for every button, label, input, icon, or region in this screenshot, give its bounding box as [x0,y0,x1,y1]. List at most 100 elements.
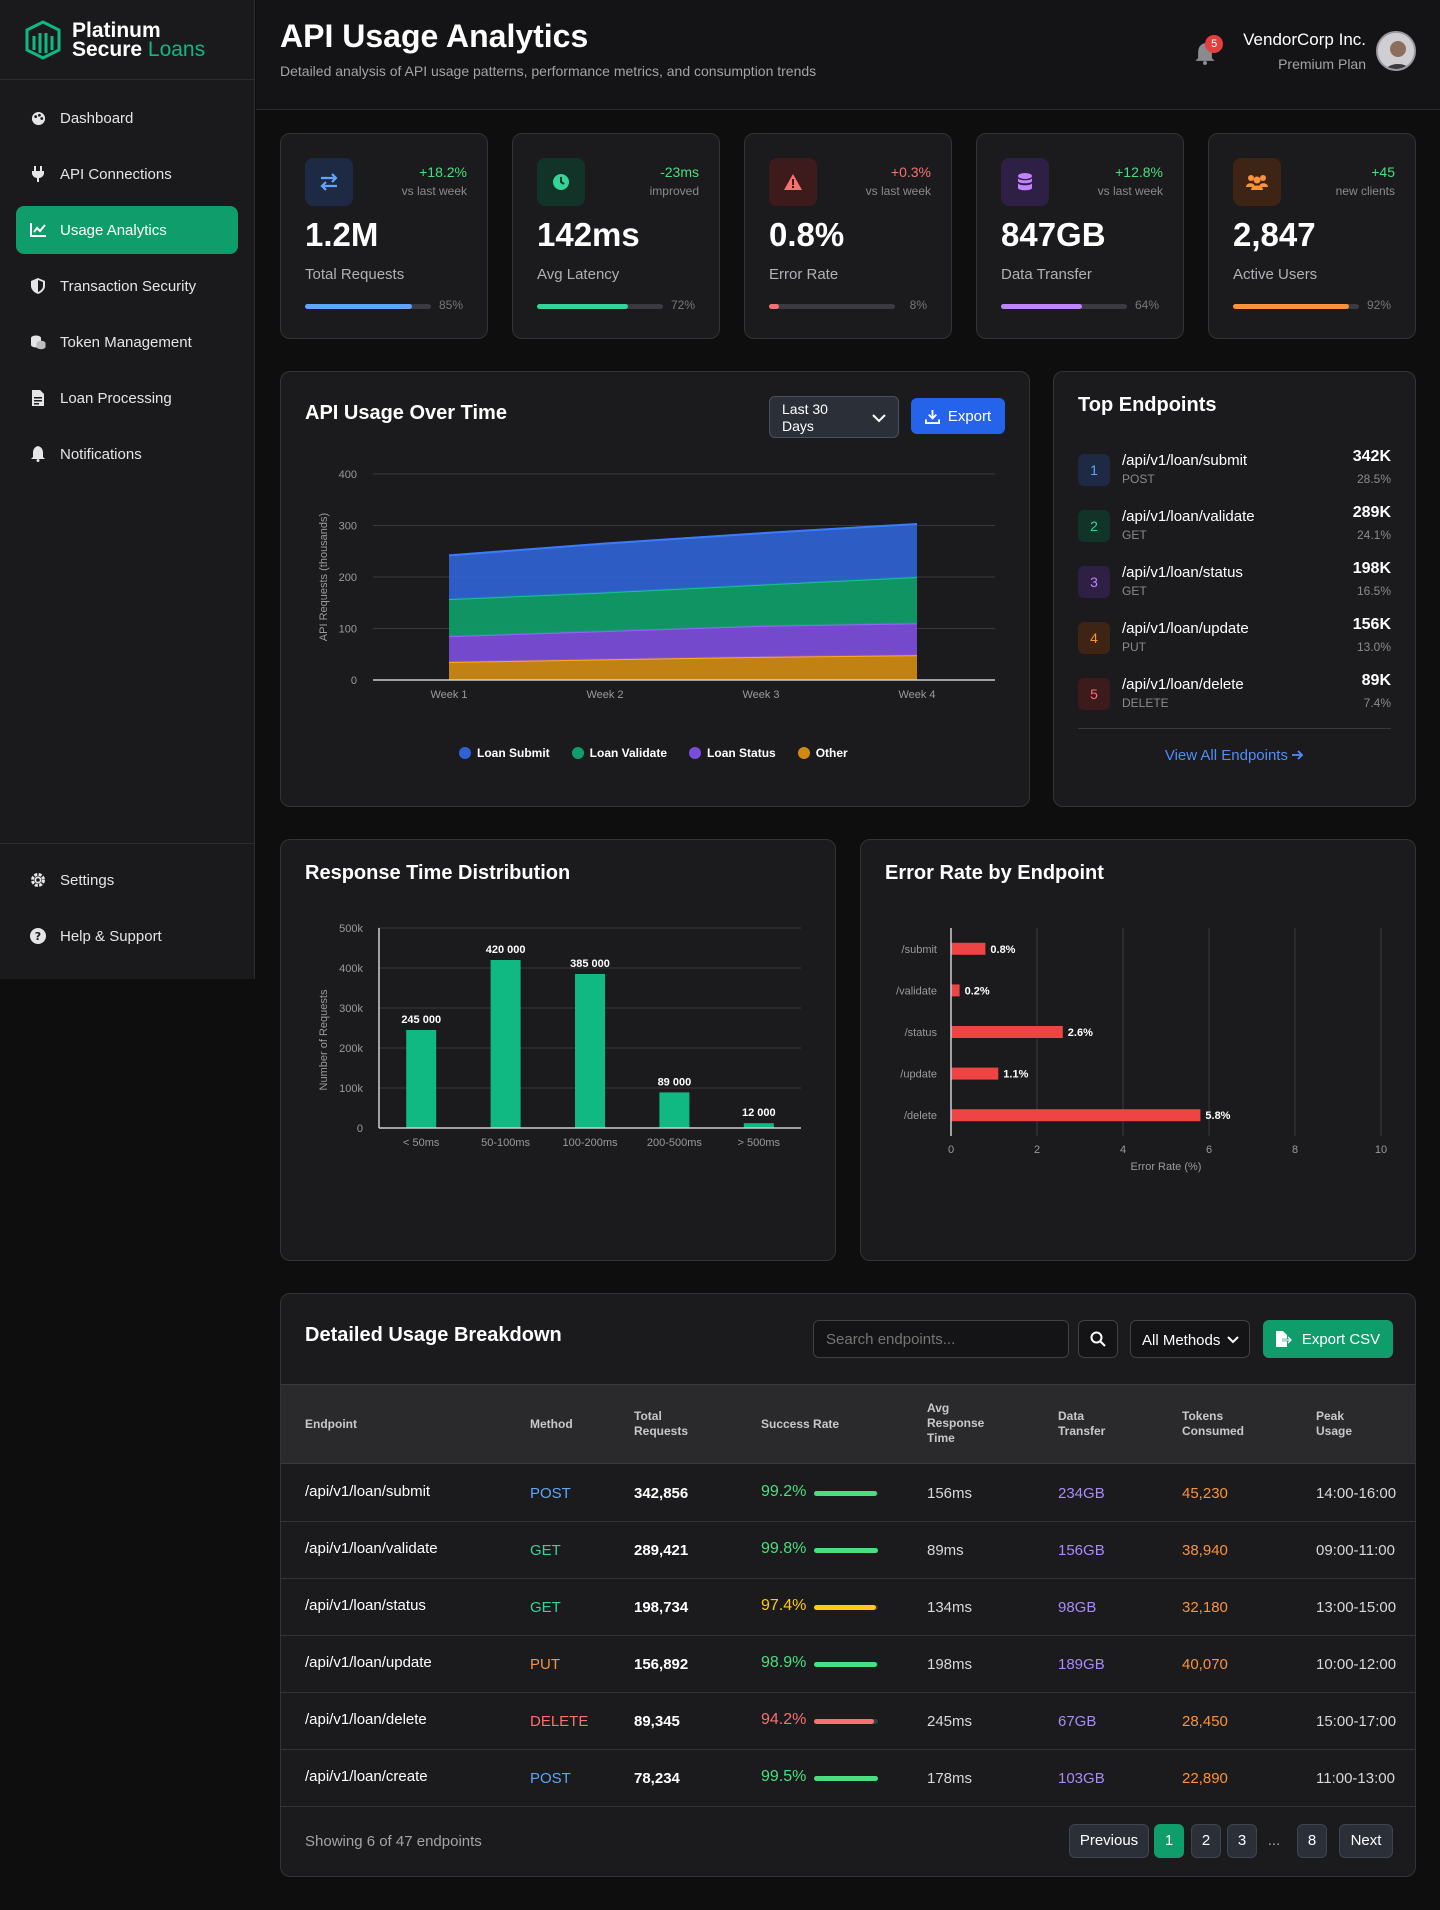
legend-item[interactable]: Loan Validate [571,746,667,760]
y-tick-label: /submit [902,944,937,956]
search-input[interactable] [813,1320,1069,1358]
peak-usage-cell: 13:00-15:00 [1316,1599,1397,1616]
method-filter-select[interactable]: All Methods [1130,1320,1250,1358]
peak-usage-cell: 10:00-12:00 [1316,1656,1397,1673]
kpi-label: Error Rate [769,266,839,283]
legend-item[interactable]: Other [797,746,848,760]
sidebar-item-notifications[interactable]: Notifications [16,430,238,478]
sidebar-item-api-connections[interactable]: API Connections [16,150,238,198]
legend-dot [571,747,584,759]
brand-line2b: Loans [147,37,206,61]
x-tick-label: Week 3 [742,689,779,701]
legend-dot [459,747,471,759]
sidebar-item-loan-processing[interactable]: Loan Processing [16,374,238,422]
column-header-tokens-consumed[interactable]: Tokens Consumed [1182,1409,1245,1438]
export-csv-button[interactable]: Export CSV [1263,1320,1393,1358]
kpi-value: 142ms [537,216,640,253]
column-header-peak-usage[interactable]: Peak Usage [1316,1409,1353,1438]
table-row[interactable]: /api/v1/loan/create POST 78,234 99.5% 178ms 1… [281,1750,1415,1807]
brand-line2: Secure Loans [72,37,206,61]
pagination-previous-button[interactable]: Previous [1069,1824,1149,1858]
column-header-endpoint[interactable]: Endpoint [305,1417,357,1431]
sidebar-item-label: Transaction Security [60,277,197,295]
sidebar-item-token-management[interactable]: Token Management [16,318,238,366]
list-item[interactable]: 5/api/v1/loan/delete DELETE 89K 7.4% [1078,672,1391,720]
y-tick-label: 400 [339,469,357,481]
column-header-total-requests[interactable]: Total Requests [634,1409,689,1438]
pagination-next-button[interactable]: Next [1339,1824,1393,1858]
endpoint-rank: 5 [1078,678,1110,710]
coins-icon [30,334,46,350]
date-range-select[interactable]: Last 30 Days [769,396,899,438]
x-tick-label: Week 1 [430,689,467,701]
list-item[interactable]: 3/api/v1/loan/status GET 198K 16.5% [1078,560,1391,608]
search-button[interactable] [1078,1320,1118,1358]
bar[interactable] [659,1092,690,1128]
bar[interactable] [951,1026,1063,1038]
avatar[interactable] [1376,31,1416,71]
pagination-page-3[interactable]: 3 [1227,1824,1257,1858]
x-tick-label: < 50ms [403,1137,440,1149]
column-header-method[interactable]: Method [530,1417,573,1431]
success-rate-cell: 99.2% [761,1483,807,1500]
bar[interactable] [951,984,960,997]
area-series-other[interactable] [449,655,917,680]
legend-item[interactable]: Loan Status [689,746,776,760]
bar[interactable] [406,1030,437,1128]
endpoint-cell: /api/v1/loan/create [305,1768,428,1785]
kpi-progress-fill [1233,304,1349,309]
bar[interactable] [951,1067,999,1080]
y-tick-label: 100 [339,624,357,636]
export-csv-label: Export CSV [1301,1330,1381,1348]
brand-line1: Platinum [72,18,161,42]
brand-logo[interactable]: Platinum Secure Loans [0,0,254,80]
gear-icon [30,872,46,888]
list-item[interactable]: 4/api/v1/loan/update PUT 156K 13.0% [1078,616,1391,664]
success-rate-cell: 99.8% [761,1540,807,1557]
area-series-loan-submit[interactable] [449,523,917,600]
user-info[interactable]: VendorCorp Inc. Premium Plan [1243,30,1366,72]
kpi-progress-fill [305,304,413,309]
legend-item[interactable]: Loan Submit [459,746,550,760]
column-header-avg-response-time[interactable]: Avg Response Time [927,1401,985,1445]
export-button[interactable]: Export [911,398,1005,434]
pagination-page-last[interactable]: 8 [1297,1824,1327,1858]
bar-value-label: 0.2% [965,985,990,997]
table-row[interactable]: /api/v1/loan/submit POST 342,856 99.2% 156ms… [281,1465,1415,1522]
sidebar-item-transaction-security[interactable]: Transaction Security [16,262,238,310]
x-tick-label: 8 [1292,1144,1298,1156]
endpoint-cell: /api/v1/loan/validate [305,1540,438,1557]
avg-response-cell: 245ms [927,1713,973,1730]
bar[interactable] [575,974,605,1128]
sidebar-item-usage-analytics[interactable]: Usage Analytics [16,206,238,254]
response-time-card: Response Time Distribution 0 100k 200k 300k… [280,839,836,1261]
column-header-success-rate[interactable]: Success Rate [761,1417,840,1431]
table-row[interactable]: /api/v1/loan/status GET 198,734 97.4% 134ms 9… [281,1579,1415,1636]
user-plan: Premium Plan [1278,56,1366,72]
column-header-data-transfer[interactable]: Data Transfer [1058,1409,1106,1438]
bar[interactable] [743,1123,774,1128]
sidebar-item-help-support[interactable]: ? Help & Support [16,912,238,960]
table-row[interactable]: /api/v1/loan/delete DELETE 89,345 94.2% 245m… [281,1693,1415,1750]
pagination-page-1[interactable]: 1 [1154,1824,1184,1858]
sidebar-item-settings[interactable]: Settings [16,856,238,904]
list-item[interactable]: 1/api/v1/loan/submit POST 342K 28.5% [1078,448,1391,496]
list-item[interactable]: 2/api/v1/loan/validate GET 289K 24.1% [1078,504,1391,552]
sidebar-item-dashboard[interactable]: Dashboard [16,94,238,142]
pagination-page-2[interactable]: 2 [1191,1824,1221,1858]
x-tick-label: 4 [1120,1144,1126,1156]
endpoint-method: GET [1122,528,1147,542]
success-rate-fill [814,1548,878,1553]
bar[interactable] [490,960,521,1128]
area-series-loan-validate[interactable] [449,577,917,637]
breakdown-title: Detailed Usage Breakdown [305,1324,562,1346]
endpoint-rank: 3 [1078,566,1110,598]
table-row[interactable]: /api/v1/loan/update PUT 156,892 98.9% 198ms 1… [281,1636,1415,1693]
bar[interactable] [951,942,986,955]
bar[interactable] [951,1109,1201,1122]
view-all-endpoints-link[interactable]: View All Endpoints [1054,747,1415,764]
divider [1078,728,1391,729]
table-row[interactable]: /api/v1/loan/validate GET 289,421 99.8% 89ms… [281,1522,1415,1579]
error-rate-bar-chart: 0 2 4 6 8 10 Error Rate (%) 0.8% /submit 0.2% /val… [896,928,1387,1173]
notifications-button[interactable]: 5 [1193,35,1224,65]
